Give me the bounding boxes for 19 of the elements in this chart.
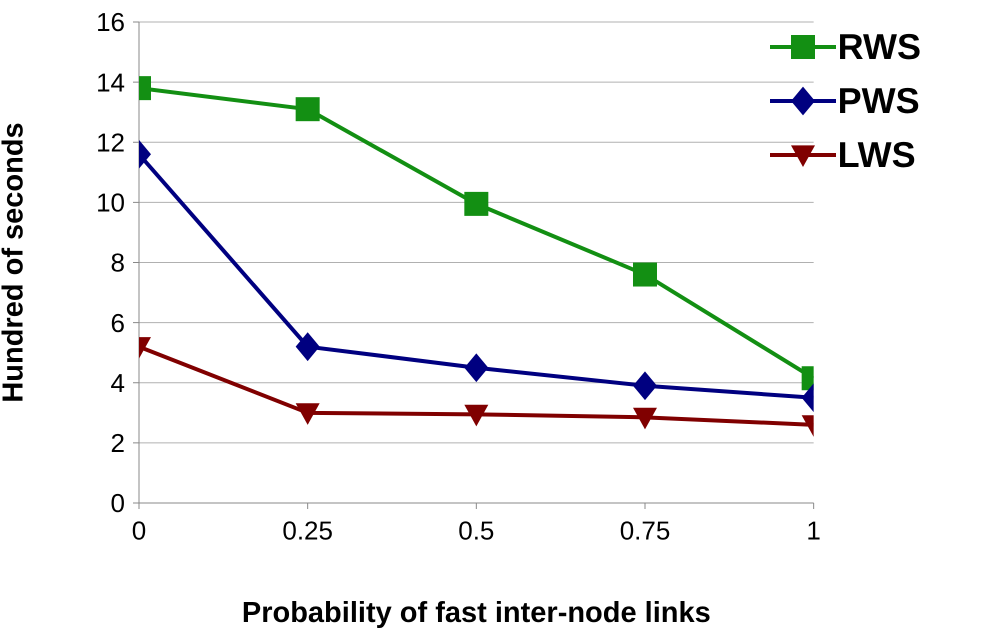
x-tick-label: 0.5: [458, 515, 494, 546]
y-axis-title: Hundred of seconds: [0, 122, 30, 403]
y-tick-label: 0: [110, 488, 125, 518]
y-tick-label: 4: [110, 368, 125, 398]
y-tick-label: 12: [96, 127, 125, 158]
y-tick-label: 10: [96, 188, 125, 218]
y-tick-label: 8: [110, 248, 125, 278]
x-tick-label: 0.25: [282, 515, 333, 546]
x-tick-label: 0: [132, 515, 146, 546]
y-tick-label: 14: [96, 67, 125, 98]
legend-label: RWS: [838, 25, 921, 69]
legend-label: PWS: [838, 79, 920, 123]
legend-label: LWS: [838, 133, 916, 177]
y-tick-label: 2: [110, 428, 125, 458]
y-tick-label: 6: [110, 308, 125, 338]
x-tick-label: 0.75: [620, 515, 670, 546]
x-axis-title: Probability of fast inter-node links: [242, 597, 711, 629]
x-tick-label: 1: [806, 515, 821, 546]
y-tick-label: 16: [96, 7, 125, 38]
